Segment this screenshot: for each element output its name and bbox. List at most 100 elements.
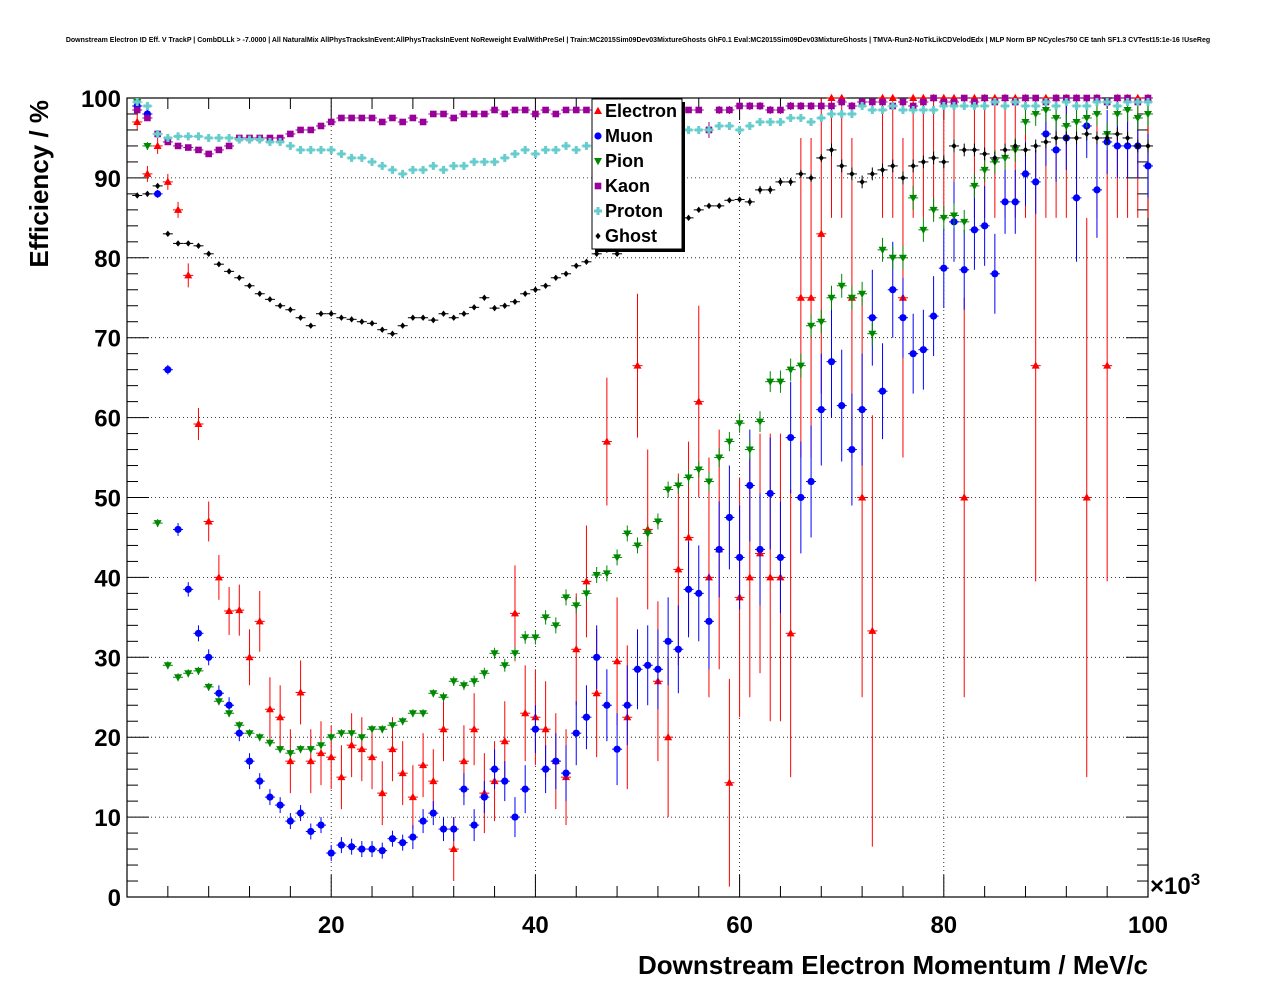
data-point <box>870 105 874 114</box>
data-point <box>869 170 875 178</box>
data-point <box>1001 198 1009 206</box>
y-tick-label: 50 <box>94 486 121 513</box>
data-point <box>430 316 436 324</box>
data-point <box>797 102 805 110</box>
data-point <box>1031 110 1040 119</box>
data-point <box>297 126 304 134</box>
data-point <box>184 271 193 279</box>
data-point <box>265 739 274 747</box>
legend-label-proton: Proton <box>605 201 663 221</box>
data-point <box>633 361 642 369</box>
data-point <box>522 290 528 297</box>
data-point <box>543 282 549 289</box>
data-point <box>288 141 292 150</box>
data-point <box>562 594 571 602</box>
data-point <box>1144 162 1152 170</box>
legend-marker-proton <box>596 207 600 215</box>
data-point <box>358 114 366 122</box>
data-point <box>1092 110 1101 119</box>
data-point <box>460 110 468 118</box>
data-point <box>572 602 581 610</box>
x-axis-exponent: ×103 <box>1150 870 1200 900</box>
y-tick-label: 70 <box>94 326 121 353</box>
data-point <box>523 145 527 154</box>
data-point <box>827 294 836 302</box>
data-point <box>195 146 202 154</box>
data-point <box>165 230 171 238</box>
data-point <box>480 793 488 801</box>
x-tick-label: 20 <box>318 912 345 939</box>
data-point <box>828 146 835 154</box>
x-tick-label: 100 <box>1128 912 1168 939</box>
data-point <box>278 137 282 146</box>
data-point <box>776 553 785 562</box>
data-point <box>174 525 182 534</box>
data-point <box>257 290 263 297</box>
data-point <box>268 137 272 146</box>
data-point <box>766 489 774 498</box>
data-point <box>186 132 190 141</box>
data-point <box>828 102 835 110</box>
data-point <box>613 657 622 665</box>
data-point <box>204 683 213 692</box>
data-point <box>1123 106 1132 115</box>
data-point <box>1123 142 1132 150</box>
data-point <box>357 734 366 742</box>
data-point <box>533 149 537 158</box>
data-point <box>1103 361 1112 369</box>
data-point <box>664 486 673 494</box>
data-point <box>930 154 937 162</box>
data-point <box>368 726 377 734</box>
data-point <box>204 517 213 525</box>
data-point <box>329 145 333 154</box>
data-point <box>756 545 764 554</box>
data-point <box>705 617 713 625</box>
data-point <box>664 637 672 645</box>
data-point <box>500 736 509 745</box>
data-point <box>808 174 814 182</box>
data-point <box>470 678 479 686</box>
data-point <box>1021 170 1030 178</box>
data-point <box>736 553 744 562</box>
legend-label-ghost: Ghost <box>605 226 657 246</box>
data-point <box>1113 110 1122 119</box>
data-point <box>727 121 731 130</box>
data-point <box>664 733 673 741</box>
data-point <box>299 145 303 154</box>
data-point <box>532 286 538 293</box>
y-tick-label: 40 <box>94 565 121 592</box>
data-point <box>687 125 691 134</box>
data-point <box>623 701 631 709</box>
data-point <box>327 734 336 742</box>
data-point <box>898 254 907 262</box>
data-point <box>940 264 948 272</box>
data-point <box>817 102 825 110</box>
data-point <box>572 106 580 114</box>
data-point <box>493 157 497 166</box>
data-point <box>502 302 508 309</box>
data-point <box>348 114 355 122</box>
data-point <box>133 117 142 125</box>
data-point <box>891 101 895 110</box>
data-point <box>735 420 744 428</box>
data-point <box>439 725 448 733</box>
data-point <box>286 750 295 758</box>
data-point <box>889 286 897 294</box>
data-point <box>725 438 734 446</box>
data-point <box>296 809 305 817</box>
data-point <box>858 493 867 501</box>
data-point <box>817 318 826 326</box>
data-point <box>388 722 397 730</box>
data-point <box>1105 97 1109 106</box>
data-point <box>850 109 854 118</box>
data-point <box>214 698 223 706</box>
data-point <box>745 446 754 454</box>
data-point <box>421 165 425 174</box>
data-point <box>482 157 486 166</box>
x-tick-label: 80 <box>930 912 957 939</box>
data-point <box>245 730 254 738</box>
data-point <box>817 229 826 237</box>
data-point <box>511 106 519 114</box>
data-point <box>747 198 753 206</box>
data-point <box>184 670 193 678</box>
